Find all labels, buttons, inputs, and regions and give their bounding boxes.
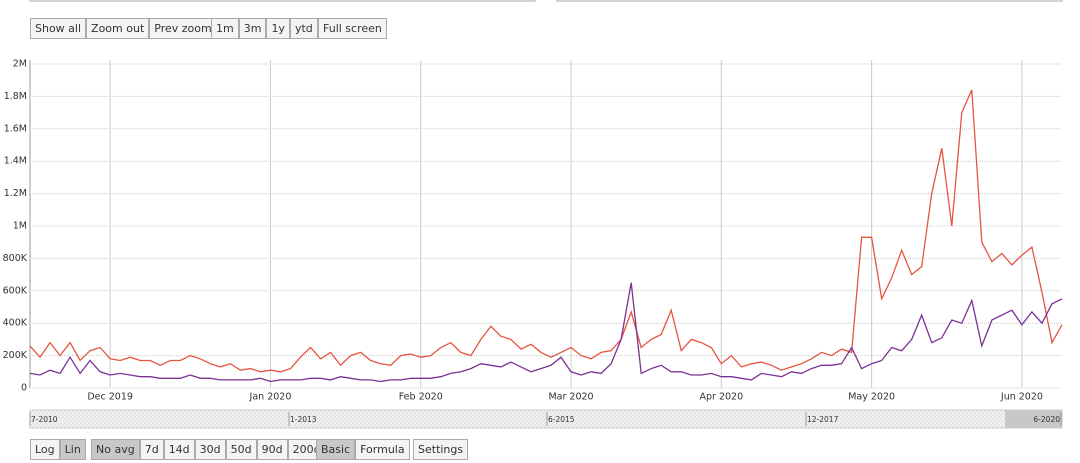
y-tick-label: 200K xyxy=(3,350,28,361)
average-button[interactable]: 30d xyxy=(194,439,226,460)
y-tick-label: 2M xyxy=(13,59,27,70)
y-tick-label: 1.8M xyxy=(4,91,27,102)
average-button[interactable]: 14d xyxy=(163,439,195,460)
x-tick-label: Dec 2019 xyxy=(87,392,133,403)
x-tick-label: Mar 2020 xyxy=(548,392,593,403)
scale-button-group: Log Lin xyxy=(30,439,86,460)
average-button[interactable]: 90d xyxy=(256,439,288,460)
scale-button[interactable]: Log xyxy=(30,439,60,460)
average-button[interactable]: 7d xyxy=(139,439,164,460)
mode-button[interactable]: Formula xyxy=(355,439,410,460)
zoom-button-group: Show all Zoom out Prev zoom xyxy=(30,18,217,39)
navigator-label: 1-2013 xyxy=(290,415,317,424)
range-button[interactable]: 1y xyxy=(266,18,290,39)
x-tick-label: Feb 2020 xyxy=(399,392,443,403)
navigator-label: 6-2015 xyxy=(548,415,575,424)
y-tick-label: 1.2M xyxy=(4,188,27,199)
range-button[interactable]: ytd xyxy=(289,18,318,39)
y-tick-label: 600K xyxy=(3,285,28,296)
series-line xyxy=(29,89,1063,373)
average-button-group: No avg 7d 14d 30d 50d 90d 200d xyxy=(91,439,326,460)
range-button-group: 1m 3m 1y ytd xyxy=(211,18,318,39)
x-tick-label: Apr 2020 xyxy=(700,392,744,403)
fullscreen-button[interactable]: Full screen xyxy=(318,18,387,39)
navigator-label: 12-2017 xyxy=(807,415,839,424)
settings-button-group: Settings xyxy=(413,439,469,460)
y-tick-label: 800K xyxy=(3,253,28,264)
navigator-selection[interactable] xyxy=(1005,410,1062,428)
average-button[interactable]: No avg xyxy=(91,439,140,460)
x-tick-label: Jan 2020 xyxy=(249,392,292,403)
mode-button[interactable]: Basic xyxy=(316,439,356,460)
zoom-button[interactable]: Show all xyxy=(30,18,87,39)
settings-button[interactable]: Settings xyxy=(413,439,469,460)
navigator-label: 7-2010 xyxy=(31,415,58,424)
navigator[interactable] xyxy=(29,409,1063,429)
series-line xyxy=(29,282,1063,383)
range-button[interactable]: 1m xyxy=(211,18,239,39)
zoom-button[interactable]: Zoom out xyxy=(86,18,150,39)
y-tick-label: 0 xyxy=(21,383,27,394)
fullscreen-button-group: Full screen xyxy=(318,18,387,39)
zoom-button[interactable]: Prev zoom xyxy=(149,18,217,39)
average-button[interactable]: 50d xyxy=(225,439,257,460)
x-tick-label: Jun 2020 xyxy=(1000,392,1043,403)
y-tick-label: 1.6M xyxy=(4,123,27,134)
y-tick-label: 1M xyxy=(13,221,27,232)
scale-button[interactable]: Lin xyxy=(59,439,86,460)
mode-button-group: Basic Formula xyxy=(316,439,410,460)
input-box[interactable] xyxy=(556,0,1063,2)
input-box[interactable] xyxy=(29,0,536,2)
y-tick-label: 1.4M xyxy=(4,156,27,167)
range-button[interactable]: 3m xyxy=(238,18,267,39)
x-tick-label: May 2020 xyxy=(848,392,895,403)
navigator-label: 6-2020 xyxy=(1033,415,1060,424)
y-tick-label: 400K xyxy=(3,318,28,329)
